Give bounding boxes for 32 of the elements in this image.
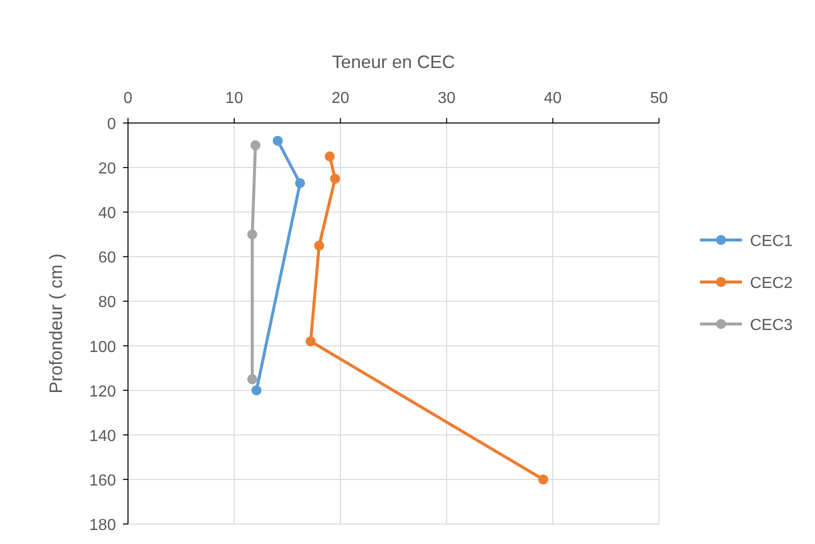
x-tick-label: 10 (225, 90, 244, 107)
y-axis-title: Profondeur ( cm ) (46, 253, 66, 394)
point (247, 229, 258, 240)
y-tick-label: 60 (98, 250, 116, 267)
legend-label: CEC1 (750, 233, 793, 250)
legend-label: CEC3 (750, 317, 793, 334)
y-tick-label: 140 (89, 428, 116, 445)
point (250, 140, 260, 150)
point (272, 136, 283, 146)
legend-label: CEC2 (750, 275, 793, 292)
y-tick-label: 20 (98, 160, 116, 178)
point (324, 151, 335, 162)
x-tick-label: 40 (544, 90, 562, 107)
x-tick-label: 30 (438, 90, 456, 107)
y-tick-label: 40 (98, 205, 116, 222)
point (306, 336, 316, 346)
point (247, 374, 258, 384)
point (538, 474, 548, 484)
x-tick-label: 0 (124, 90, 133, 107)
y-tick-label: 0 (107, 116, 116, 133)
x-tick-label: 50 (650, 90, 668, 107)
y-tick-label: 160 (89, 472, 116, 490)
y-tick-label: 120 (89, 383, 116, 400)
point (295, 178, 306, 188)
y-tick-label: 180 (89, 517, 116, 534)
x-axis-title: Teneur en CEC (332, 52, 456, 72)
y-tick-label: 80 (98, 294, 116, 312)
point (330, 174, 340, 184)
x-tick-label: 20 (332, 90, 350, 107)
point (252, 385, 262, 396)
y-tick-label: 100 (89, 338, 116, 356)
point (314, 240, 324, 251)
